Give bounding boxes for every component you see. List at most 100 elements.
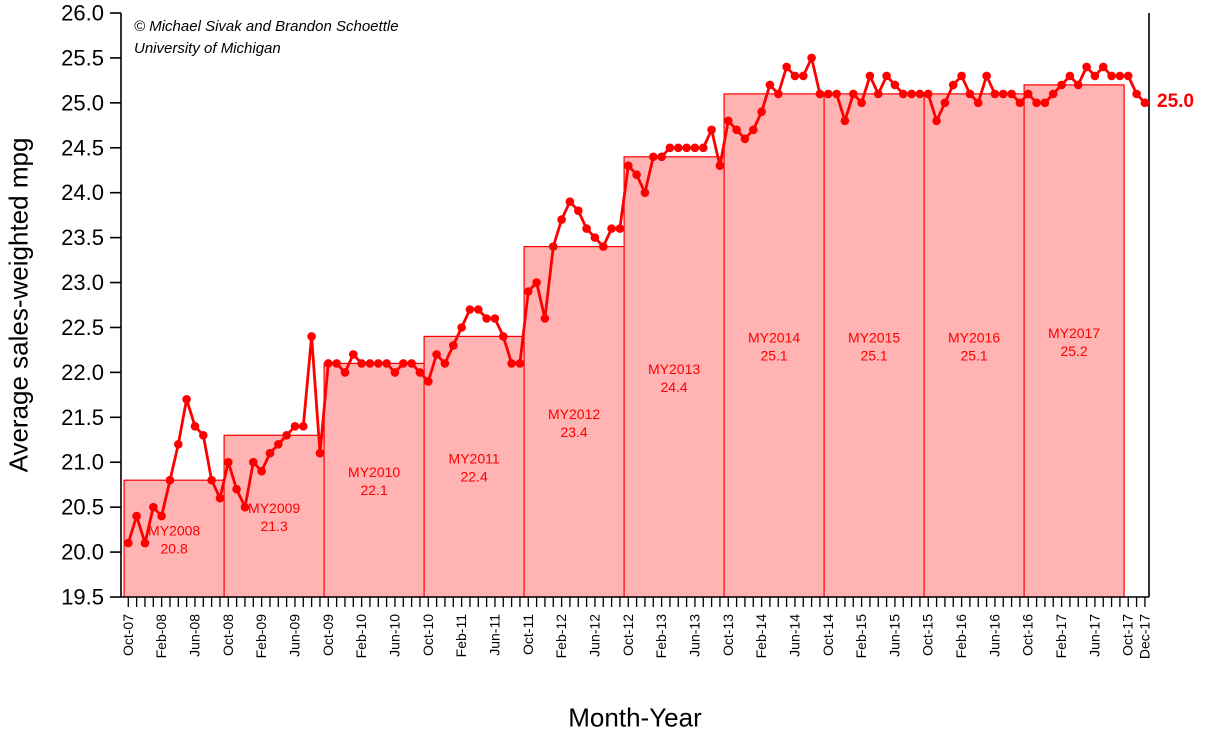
final-value-label: 25.0	[1157, 91, 1194, 112]
data-point	[832, 89, 841, 99]
data-point	[757, 107, 766, 117]
data-point	[157, 511, 166, 521]
x-tick-label: Oct-17	[1120, 614, 1136, 656]
data-point	[1040, 98, 1050, 108]
data-point	[965, 89, 975, 99]
data-point	[1082, 62, 1091, 72]
data-point	[790, 71, 800, 81]
my-bar-MY2014	[723, 93, 825, 598]
data-point	[265, 448, 275, 458]
data-point	[282, 431, 291, 440]
data-point	[190, 422, 200, 431]
data-point	[1007, 89, 1016, 99]
data-point	[774, 89, 783, 99]
data-point	[948, 80, 958, 90]
my-bar-MY2015	[823, 93, 925, 598]
my-bar-MY2009	[223, 434, 325, 598]
y-tick-label: 22.5	[61, 315, 104, 340]
my-bar-MY2016	[923, 93, 1025, 598]
data-point	[549, 242, 558, 251]
my-bar-MY2011	[423, 335, 525, 598]
data-point	[215, 493, 225, 503]
data-point	[907, 89, 916, 99]
my-bar-name-MY2014: MY2014	[748, 329, 800, 345]
y-tick-label: 23.5	[61, 225, 104, 250]
monthly-mpg-points	[124, 53, 1150, 548]
data-point	[332, 359, 341, 368]
x-tick-label: Jun-14	[786, 614, 802, 657]
data-point	[782, 62, 791, 72]
data-point	[973, 98, 983, 108]
data-point	[940, 98, 950, 108]
x-tick-label: Jun-17	[1086, 614, 1102, 657]
data-point	[482, 314, 491, 323]
y-ticks: 19.5 20.0 20.5 21.0 21.5 22.0 22.5 23.0 23.5 24.0…	[61, 1, 121, 610]
data-point	[607, 224, 616, 233]
data-point	[857, 98, 866, 108]
x-tick-label: Jun-13	[686, 614, 702, 657]
data-point	[1140, 98, 1150, 108]
data-point	[382, 359, 391, 368]
y-tick-label: 23.0	[61, 270, 104, 295]
data-point	[799, 71, 808, 81]
data-point	[740, 134, 750, 144]
data-point	[524, 287, 533, 296]
data-point	[499, 332, 508, 341]
data-point	[224, 457, 233, 467]
data-point	[890, 80, 900, 90]
y-tick-label: 26.0	[61, 1, 104, 26]
data-point	[374, 359, 383, 368]
data-point	[1032, 98, 1041, 108]
data-point	[399, 359, 408, 368]
data-point	[1132, 89, 1141, 99]
my-bar-name-MY2008: MY2008	[148, 523, 200, 539]
my-bar-name-MY2016: MY2016	[948, 329, 1000, 345]
x-tick-label: Feb-14	[753, 614, 769, 659]
data-point	[449, 341, 458, 350]
x-tick-label: Feb-16	[953, 614, 969, 659]
data-point	[982, 71, 991, 81]
my-bar-MY2013	[623, 156, 725, 598]
data-point	[474, 305, 483, 314]
data-point	[257, 466, 266, 476]
data-point	[124, 538, 133, 548]
data-point	[540, 314, 550, 323]
x-tick-label: Oct-13	[720, 614, 736, 656]
data-point	[690, 143, 700, 153]
x-tick-label: Feb-17	[1053, 614, 1069, 659]
x-tick-label: Jun-10	[386, 614, 402, 657]
data-point	[715, 161, 725, 170]
data-point	[565, 197, 575, 206]
x-tick-label: Oct-14	[820, 614, 836, 656]
data-point	[440, 359, 450, 368]
data-point	[807, 53, 816, 63]
x-tick-label: Oct-11	[520, 614, 536, 655]
x-tick-label: Oct-07	[120, 614, 136, 656]
data-point	[724, 116, 733, 126]
data-point	[1123, 71, 1133, 81]
y-tick-label: 25.5	[61, 45, 104, 70]
data-point	[682, 143, 691, 153]
data-point	[1065, 71, 1075, 81]
x-tick-label: Jun-09	[286, 614, 302, 657]
data-point	[599, 242, 608, 251]
data-point	[557, 215, 566, 224]
model-year-bars: MY2008 20.8 MY2009 21.3 MY2010 22.1 MY2011 22.4…	[123, 84, 1125, 598]
data-point	[574, 206, 583, 215]
data-point	[149, 502, 158, 512]
data-point	[923, 89, 933, 99]
data-point	[665, 143, 675, 153]
data-point	[649, 152, 658, 162]
data-point	[290, 422, 300, 431]
x-tick-label: Feb-08	[153, 614, 169, 659]
my-bar-value-MY2008: 20.8	[161, 541, 188, 557]
data-point	[174, 440, 183, 449]
my-bar-name-MY2010: MY2010	[348, 464, 400, 480]
data-point	[765, 80, 775, 90]
x-tick-label: Jun-12	[586, 614, 602, 657]
data-point	[1048, 89, 1058, 99]
data-point	[307, 332, 316, 341]
y-axis-title: Average sales-weighted mpg	[3, 137, 34, 473]
data-point	[898, 89, 908, 99]
